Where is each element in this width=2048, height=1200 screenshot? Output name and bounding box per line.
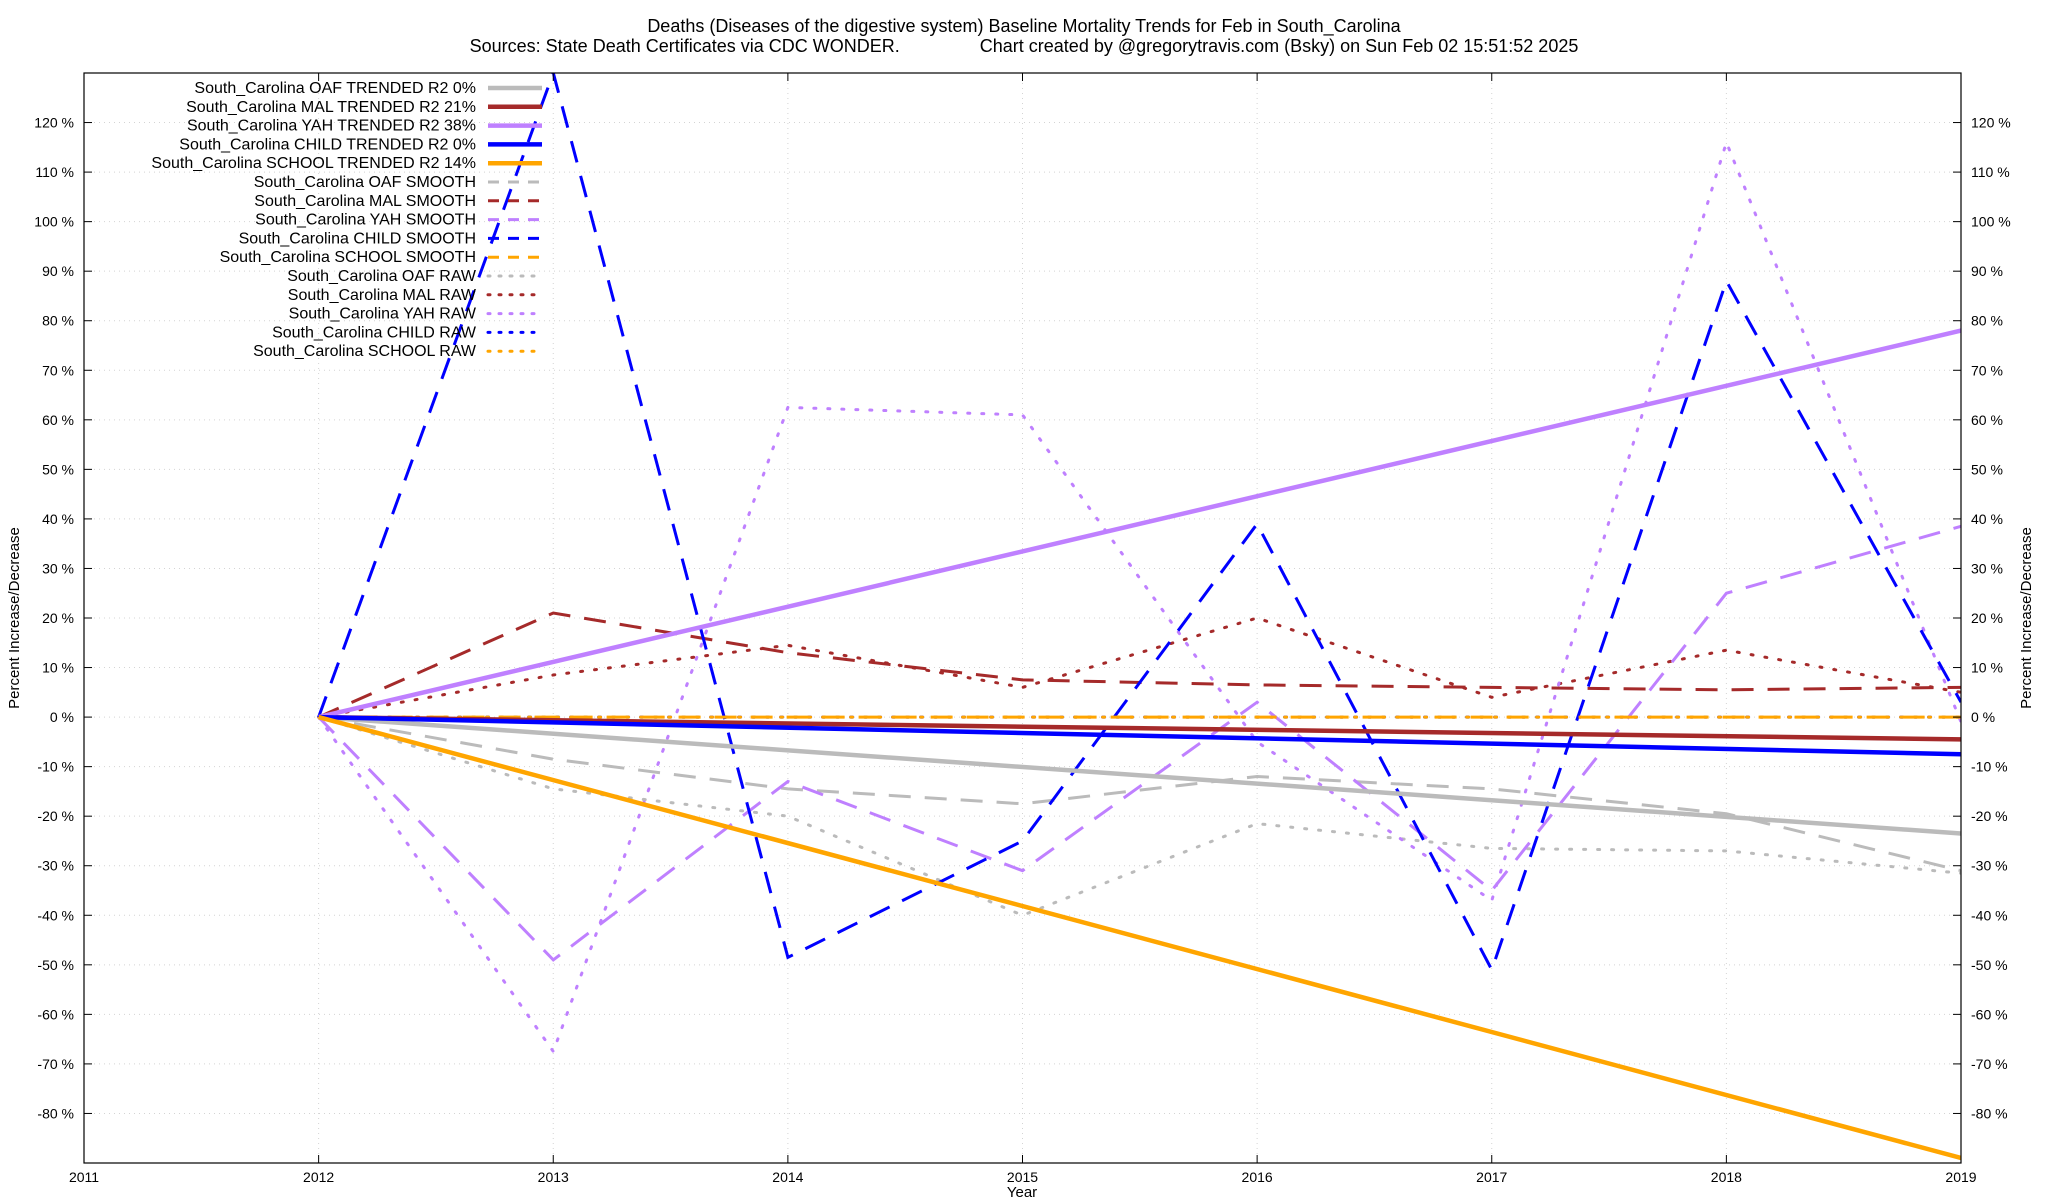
y-tick-label-right: -60 % [1971,1006,2008,1022]
y-tick-label-right: -40 % [1971,907,2008,923]
series-child-smooth [317,73,1961,974]
y-tick-label-right: 110 % [1971,164,2010,180]
y-tick-label-left: -60 % [37,1006,74,1022]
legend-label: South_Carolina OAF TRENDED R2 0% [194,80,476,97]
y-axis-label-left: Percent Increase/Decrease [6,527,23,709]
series-mal-trend [318,714,1961,742]
x-tick-label: 2013 [538,1169,569,1185]
y-tick-label-left: -10 % [37,759,74,775]
legend-label: South_Carolina CHILD RAW [272,324,477,341]
legend-label: South_Carolina SCHOOL SMOOTH [220,249,476,266]
y-tick-label-right: -70 % [1971,1056,2008,1072]
y-tick-label-right: 70 % [1971,362,2003,378]
x-tick-label: 2018 [1711,1169,1742,1185]
y-tick-label-left: 10 % [42,660,74,676]
y-tick-label-left: -50 % [37,957,74,973]
x-tick-label: 2012 [303,1169,334,1185]
x-tick-label: 2014 [772,1169,803,1185]
y-tick-label-left: -80 % [37,1105,74,1121]
legend-label: South_Carolina MAL RAW [288,287,477,304]
y-tick-label-right: 40 % [1971,511,2003,527]
y-tick-label-left: 0 % [50,709,74,725]
y-tick-label-right: 120 % [1971,115,2011,131]
y-tick-label-left: -40 % [37,907,74,923]
y-tick-label-right: 0 % [1971,709,1995,725]
legend-label: South_Carolina YAH SMOOTH [255,212,476,229]
y-tick-label-left: 90 % [42,263,74,279]
series-layer [317,73,1961,1161]
y-tick-label-right: 50 % [1971,461,2003,477]
y-tick-label-right: 90 % [1971,263,2003,279]
legend-label: South_Carolina MAL SMOOTH [254,193,476,210]
y-tick-label-left: -70 % [37,1056,74,1072]
y-tick-label-left: 50 % [42,461,74,477]
y-tick-label-left: 20 % [42,610,74,626]
legend-label: South_Carolina MAL TRENDED R2 21% [186,99,476,116]
series-school-trend [318,714,1961,1161]
legend-label: South_Carolina SCHOOL TRENDED R2 14% [151,155,476,172]
axis-ticks: 2011 2012 2013 2014 2015 2016 2017 2018 2019 -80 … [34,73,2011,1185]
y-tick-label-right: -50 % [1971,957,2008,973]
y-tick-label-left: 100 % [34,214,74,230]
legend-label: South_Carolina YAH TRENDED R2 38% [187,118,476,135]
x-tick-label: 2019 [1945,1169,1976,1185]
y-tick-label-left: -30 % [37,858,74,874]
y-tick-label-right: -30 % [1971,858,2008,874]
y-tick-label-right: 100 % [1971,214,2011,230]
legend-label: South_Carolina SCHOOL RAW [253,343,477,360]
y-tick-label-right: 10 % [1971,660,2003,676]
series-yah-raw [317,137,1961,1055]
y-tick-label-left: 110 % [35,164,74,180]
y-tick-label-right: 80 % [1971,313,2003,329]
y-tick-label-right: 30 % [1971,560,2003,576]
legend-label: South_Carolina CHILD TRENDED R2 0% [179,136,476,153]
legend: South_Carolina OAF TRENDED R2 0% South_Ca… [151,80,544,360]
series-yah-trend [318,328,1961,720]
x-tick-label: 2016 [1242,1169,1273,1185]
series-child-trend [318,714,1961,757]
y-tick-label-right: -80 % [1971,1105,2008,1121]
chart-title: Deaths (Diseases of the digestive system… [647,16,1401,37]
y-tick-label-left: 30 % [42,560,74,576]
legend-label: South_Carolina YAH RAW [289,306,477,323]
legend-label: South_Carolina OAF SMOOTH [254,174,476,191]
x-axis-label: Year [1007,1184,1037,1200]
x-tick-label: 2017 [1476,1169,1507,1185]
y-tick-label-left: 70 % [42,362,74,378]
series-oaf-smooth [318,715,1961,873]
series-mal-smooth [317,611,1961,719]
series-yah-smooth [317,524,1961,962]
y-tick-label-right: 60 % [1971,412,2003,428]
series-oaf-trend [318,714,1961,836]
y-tick-label-left: -20 % [37,808,74,824]
legend-label: South_Carolina CHILD SMOOTH [239,230,476,247]
y-tick-label-left: 120 % [34,115,74,131]
y-tick-label-right: -10 % [1971,759,2008,775]
legend-label: South_Carolina OAF RAW [287,268,477,285]
chart-subtitle: Sources: State Death Certificates via CD… [470,36,1579,56]
y-tick-label-right: 20 % [1971,610,2003,626]
y-tick-label-right: -20 % [1971,808,2008,824]
x-tick-label: 2015 [1007,1169,1038,1185]
y-tick-label-left: 60 % [42,412,74,428]
y-tick-label-left: 80 % [42,313,74,329]
y-tick-label-left: 40 % [42,511,74,527]
x-tick-label: 2011 [69,1169,99,1185]
y-axis-label-right: Percent Increase/Decrease [2018,527,2035,709]
